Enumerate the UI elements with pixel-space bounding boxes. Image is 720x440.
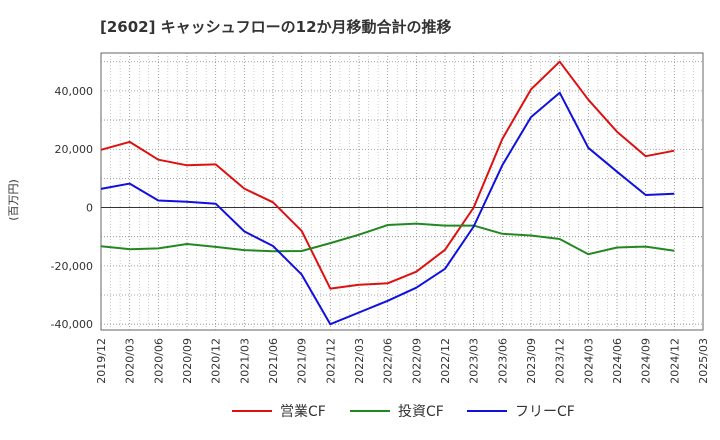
x-axis-ticks: 2019/12 2020/03 2020/06 2020/09 2020/12 2021/… — [95, 338, 710, 384]
plot-border — [100, 52, 704, 331]
y-tick-label: -20,000 — [51, 260, 93, 273]
series-line-投資CF — [100, 222, 675, 256]
y-tick-label: 40,000 — [55, 85, 94, 98]
x-tick-label: 2022/12 — [439, 338, 452, 384]
x-tick-label: 2020/03 — [124, 338, 137, 384]
x-tick-label: 2021/03 — [238, 338, 251, 384]
x-tick-label: 2021/12 — [324, 338, 337, 384]
x-tick-label: 2022/06 — [382, 338, 395, 384]
series-lines — [100, 60, 675, 326]
x-tick-label: 2024/09 — [640, 338, 653, 384]
legend-label: 営業CF — [280, 404, 326, 420]
y-axis-ticks: -40,000 -20,000 0 20,000 40,000 — [51, 85, 93, 331]
x-tick-label: 2020/06 — [152, 338, 165, 384]
x-tick-label: 2020/09 — [181, 338, 194, 384]
x-tick-label: 2022/03 — [353, 338, 366, 384]
plot-area — [100, 52, 704, 331]
x-tick-label: 2020/12 — [210, 338, 223, 384]
legend-label: フリーCF — [515, 404, 575, 420]
x-tick-label: 2024/03 — [582, 338, 595, 384]
x-tick-label: 2019/12 — [95, 338, 108, 384]
legend: 営業CF 投資CF フリーCF — [232, 404, 575, 420]
x-tick-label: 2022/09 — [410, 338, 423, 384]
chart-title: [2602] キャッシュフローの12か月移動合計の推移 — [100, 18, 452, 36]
x-tick-label: 2021/06 — [267, 338, 280, 384]
x-tick-label: 2023/03 — [468, 338, 481, 384]
y-axis-label: (百万円) — [7, 179, 20, 221]
x-tick-label: 2023/09 — [525, 338, 538, 384]
x-tick-label: 2021/09 — [296, 338, 309, 384]
x-tick-label: 2023/12 — [554, 338, 567, 384]
grid — [101, 53, 703, 330]
x-tick-label: 2024/12 — [668, 338, 681, 384]
series-line-フリーCF — [100, 91, 675, 326]
y-tick-label: 0 — [86, 202, 93, 215]
legend-label: 投資CF — [398, 404, 444, 420]
series-line-営業CF — [100, 60, 675, 290]
x-tick-label: 2024/06 — [611, 338, 624, 384]
y-tick-label: 20,000 — [55, 143, 94, 156]
x-tick-label: 2023/06 — [496, 338, 509, 384]
x-tick-label: 2025/03 — [697, 338, 710, 384]
y-tick-label: -40,000 — [51, 318, 93, 331]
